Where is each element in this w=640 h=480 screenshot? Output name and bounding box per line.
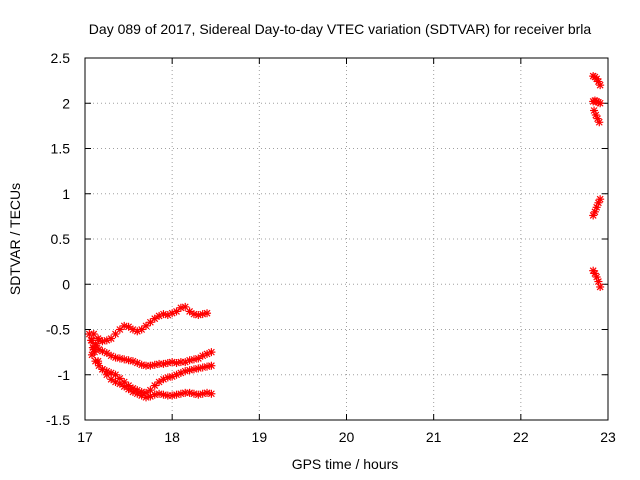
data-series bbox=[589, 96, 605, 108]
data-point bbox=[203, 309, 212, 318]
y-tick-label: 0.5 bbox=[51, 231, 71, 247]
data-point bbox=[596, 282, 605, 291]
data-point bbox=[194, 354, 203, 363]
data-point bbox=[87, 336, 96, 345]
y-axis-label: SDTVAR / TECUs bbox=[7, 183, 23, 295]
y-tick-label: -1.5 bbox=[46, 412, 70, 428]
data-point bbox=[107, 375, 116, 384]
data-point bbox=[124, 385, 133, 394]
data-series bbox=[590, 106, 604, 127]
data-point bbox=[94, 357, 103, 366]
y-tick-label: 1 bbox=[62, 186, 70, 202]
data-point bbox=[107, 351, 116, 360]
data-point bbox=[115, 379, 124, 388]
data-point bbox=[207, 348, 216, 357]
data-point bbox=[92, 341, 101, 350]
data-point bbox=[207, 389, 216, 398]
data-point bbox=[98, 365, 107, 374]
data-series bbox=[89, 302, 212, 346]
x-tick-label: 21 bbox=[426, 429, 442, 445]
data-point bbox=[150, 314, 159, 323]
data-point bbox=[142, 321, 151, 330]
y-tick-label: -0.5 bbox=[46, 322, 70, 338]
data-point bbox=[124, 322, 133, 331]
y-tick-label: 2.5 bbox=[51, 50, 71, 66]
data-point bbox=[596, 99, 605, 108]
data-series bbox=[589, 266, 605, 291]
axis-ticks: 17 18 19 20 21 22 23 -1.5 -1 -0.5 0 0.5 1 1.5 2 2.5 bbox=[46, 50, 616, 445]
x-tick-label: 18 bbox=[164, 429, 180, 445]
y-tick-label: 0 bbox=[62, 276, 70, 292]
data-point bbox=[155, 377, 164, 386]
y-tick-label: -1 bbox=[58, 367, 71, 383]
data-point bbox=[159, 359, 168, 368]
data-point bbox=[207, 361, 216, 370]
data-point bbox=[596, 195, 605, 204]
y-tick-label: 2 bbox=[62, 95, 70, 111]
grid-lines bbox=[85, 58, 608, 420]
x-tick-label: 22 bbox=[513, 429, 529, 445]
data-point bbox=[94, 336, 103, 345]
data-point bbox=[595, 118, 604, 127]
plot-frame bbox=[84, 57, 609, 421]
y-tick-label: 1.5 bbox=[51, 141, 71, 157]
data-series bbox=[87, 336, 216, 370]
data-series bbox=[589, 72, 605, 90]
data-point bbox=[594, 277, 603, 286]
data-point bbox=[120, 382, 129, 391]
data-point bbox=[90, 348, 99, 357]
data-point bbox=[102, 349, 111, 358]
data-series bbox=[589, 195, 605, 220]
data-point bbox=[185, 307, 194, 316]
data-points bbox=[85, 72, 605, 402]
chart-title: Day 089 of 2017, Sidereal Day-to-day VTE… bbox=[89, 21, 592, 37]
x-tick-label: 20 bbox=[339, 429, 355, 445]
data-series bbox=[89, 345, 216, 402]
x-tick-label: 17 bbox=[77, 429, 93, 445]
x-tick-label: 23 bbox=[600, 429, 616, 445]
data-series bbox=[85, 330, 103, 357]
data-point bbox=[85, 330, 94, 339]
x-tick-label: 19 bbox=[252, 429, 268, 445]
x-axis-label: GPS time / hours bbox=[292, 456, 399, 472]
data-point bbox=[596, 81, 605, 90]
